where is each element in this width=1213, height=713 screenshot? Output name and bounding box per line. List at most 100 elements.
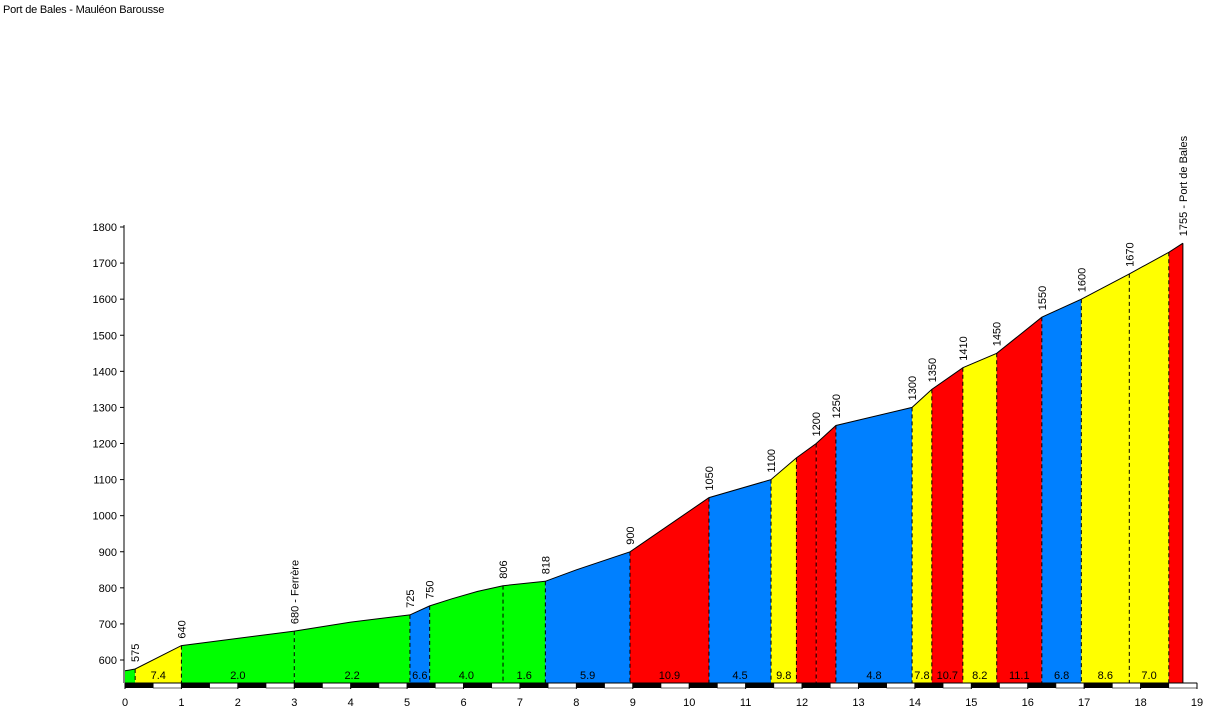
scale-dark-block bbox=[1140, 683, 1169, 688]
y-tick-label: 1300 bbox=[93, 402, 117, 414]
scale-dark-block bbox=[294, 683, 323, 688]
segment-fill bbox=[135, 645, 182, 683]
segment-fill bbox=[1129, 252, 1169, 684]
altitude-label: 1550 bbox=[1037, 286, 1049, 310]
altitude-label: 680 - Ferrère bbox=[289, 560, 301, 624]
scale-light-block bbox=[886, 682, 916, 689]
altitude-label: 1350 bbox=[927, 358, 939, 382]
scale-dark-block bbox=[519, 683, 549, 688]
grade-label: 8.6 bbox=[1098, 670, 1113, 682]
x-tick-label: 11 bbox=[740, 697, 751, 709]
scale-light-block bbox=[322, 682, 351, 689]
scale-dark-block bbox=[463, 683, 492, 688]
x-tick-label: 3 bbox=[291, 697, 297, 709]
scale-light-block bbox=[1055, 682, 1085, 689]
segment-fill bbox=[503, 581, 546, 683]
scale-dark-block bbox=[802, 683, 831, 688]
scale-dark-block bbox=[971, 683, 1000, 688]
segment-fill bbox=[816, 425, 836, 683]
grade-label: 2.2 bbox=[344, 670, 359, 682]
grade-label: 5.9 bbox=[580, 670, 595, 682]
x-tick-label: 0 bbox=[122, 697, 128, 709]
profile-outline bbox=[124, 242, 1184, 683]
altitude-label: 1670 bbox=[1124, 242, 1136, 266]
segment-fill bbox=[294, 614, 410, 683]
y-tick-label: 1000 bbox=[93, 511, 117, 523]
altitude-label: 1050 bbox=[704, 466, 716, 490]
grade-label: 4.0 bbox=[459, 670, 474, 682]
profile-line bbox=[124, 242, 1184, 672]
segment-fill bbox=[1081, 273, 1130, 683]
scale-light-block bbox=[378, 682, 408, 689]
x-tick-label: 12 bbox=[796, 697, 808, 709]
x-tick-label: 10 bbox=[683, 697, 695, 709]
x-tick-label: 2 bbox=[235, 697, 241, 709]
y-tick-label: 900 bbox=[99, 547, 117, 559]
grade-label: 4.5 bbox=[732, 670, 747, 682]
grade-label: 1.6 bbox=[517, 670, 532, 682]
scale-light-block bbox=[435, 682, 464, 689]
scale-light-block bbox=[604, 682, 634, 689]
scale-light-block bbox=[829, 682, 859, 689]
x-tick-label: 1 bbox=[178, 697, 184, 709]
y-tick-label: 1200 bbox=[93, 439, 117, 451]
grade-label: 7.0 bbox=[1141, 670, 1156, 682]
scale-dark-block bbox=[632, 683, 661, 688]
x-tick-label: 7 bbox=[517, 697, 523, 709]
scale-dark-block bbox=[576, 683, 605, 688]
scale-dark-block bbox=[858, 683, 887, 688]
segment-fill bbox=[1041, 299, 1082, 683]
altitude-label: 1600 bbox=[1076, 268, 1088, 292]
x-tick-label: 15 bbox=[965, 697, 977, 709]
segment-fill bbox=[1168, 243, 1183, 683]
segment-fill bbox=[409, 605, 430, 683]
altitude-label: 1200 bbox=[811, 412, 823, 436]
scale-light-block bbox=[491, 682, 521, 689]
scale-light-block bbox=[773, 682, 803, 689]
scale-light-block bbox=[660, 682, 690, 689]
x-tick-label: 19 bbox=[1191, 697, 1203, 709]
altitude-label: 818 bbox=[540, 556, 552, 574]
x-tick-label: 18 bbox=[1134, 697, 1146, 709]
x-tick-label: 14 bbox=[909, 697, 921, 709]
x-tick-label: 9 bbox=[630, 697, 636, 709]
y-tick-label: 1600 bbox=[93, 294, 117, 306]
segment-fill bbox=[835, 407, 913, 683]
x-tick-label: 13 bbox=[852, 697, 864, 709]
grade-label: 7.4 bbox=[151, 670, 166, 682]
segment-fill bbox=[931, 367, 963, 683]
grade-label: 10.9 bbox=[659, 670, 680, 682]
segment-fill bbox=[796, 443, 817, 683]
scale-dark-block bbox=[125, 683, 154, 688]
scale-dark-block bbox=[914, 683, 944, 688]
scale-light-block bbox=[547, 682, 577, 689]
scale-light-block bbox=[1168, 682, 1198, 689]
segment-fill bbox=[962, 353, 997, 683]
grade-label: 4.8 bbox=[866, 670, 881, 682]
segment-fill bbox=[709, 479, 771, 683]
altitude-label: 1755 - Port de Bales bbox=[1178, 135, 1190, 236]
km-scale-bar: 0 1 2 3 4 5 6 7 8 9 10 11 12 13 14 15 16 17 18 19 bbox=[122, 682, 1203, 709]
grade-label: 9.8 bbox=[776, 670, 791, 682]
altitude-label: 725 bbox=[405, 590, 417, 608]
grade-labels: 7.4 2.0 2.2 6.6 4.0 1.6 5.9 10.9 4.5 9.8 4.8 7.8 10.… bbox=[151, 670, 1157, 682]
altitude-label: 575 bbox=[130, 644, 142, 662]
x-tick-label: 8 bbox=[573, 697, 579, 709]
x-tick-label: 4 bbox=[348, 697, 354, 709]
y-tick-label: 700 bbox=[99, 619, 117, 631]
scale-dark-block bbox=[350, 683, 379, 688]
scale-light-block bbox=[209, 682, 239, 689]
y-tick-label: 1400 bbox=[93, 366, 117, 378]
grade-label: 7.8 bbox=[914, 670, 929, 682]
grade-label: 6.6 bbox=[412, 670, 427, 682]
x-tick-label: 16 bbox=[1022, 697, 1034, 709]
x-tick-label: 6 bbox=[460, 697, 466, 709]
grade-label: 6.8 bbox=[1054, 670, 1069, 682]
y-tick-label: 1700 bbox=[93, 258, 117, 270]
segment-fill bbox=[125, 669, 136, 683]
scale-dark-block bbox=[689, 683, 718, 688]
grade-label: 2.0 bbox=[230, 670, 245, 682]
scale-dark-block bbox=[1084, 683, 1113, 688]
segment-fill bbox=[429, 585, 503, 683]
